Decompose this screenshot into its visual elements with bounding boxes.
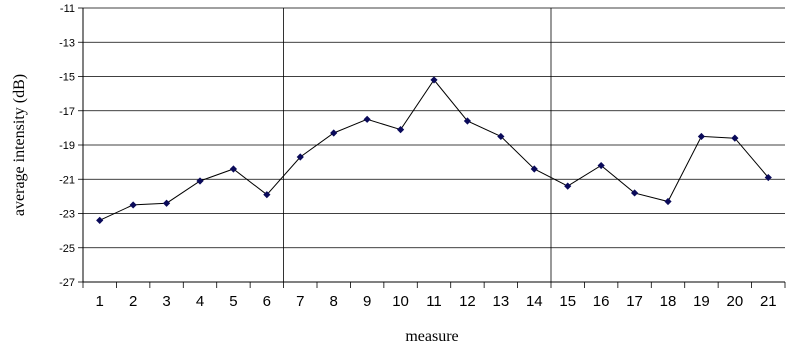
y-tick-label: -15 [59,72,75,84]
data-point [396,125,405,134]
x-tick-label: 9 [363,293,371,310]
y-tick-label: -21 [59,174,75,186]
x-axis-ticks: 1 2 3 4 5 6 7 8 9 10 11 12 13 14 15 16 17 18 19 20 21 [96,293,777,310]
data-point [664,197,672,206]
x-tick-label: 15 [559,293,576,310]
y-tick-label: -19 [59,140,75,152]
x-tick-label: 17 [626,293,643,310]
data-point [597,161,605,170]
data-point [530,165,538,173]
data-point [96,216,104,224]
y-tick-label: -13 [59,37,75,49]
data-point [430,76,438,84]
x-tick-label: 16 [593,293,610,310]
x-tick-label: 13 [493,293,510,310]
y-tick-label: -23 [59,209,75,221]
x-axis-title: measure [405,328,458,345]
data-point [330,129,338,137]
x-tick-label: 8 [330,293,338,310]
data-point [196,177,204,185]
y-tick-label: -25 [59,243,75,255]
x-tick-label: 20 [727,293,744,310]
x-tick-label: 4 [196,293,204,310]
x-tick-label: 6 [263,293,271,310]
x-tick-label: 19 [693,293,710,310]
series [96,76,772,224]
data-point [229,165,238,173]
x-tick-label: 21 [760,293,777,310]
data-point [363,115,371,123]
data-point [764,173,772,182]
data-point [296,153,304,161]
x-tick-label: 1 [96,293,104,310]
y-axis-title: average intensity (dB) [11,74,28,216]
x-tick-label: 5 [229,293,237,310]
y-tick-label: -17 [59,106,75,118]
data-point [263,191,271,199]
x-tick-label: 7 [296,293,304,310]
grid-lines [78,7,786,288]
data-point [630,189,639,197]
x-tick-label: 11 [426,293,442,310]
x-tick-label: 10 [392,293,409,310]
x-tick-label: 12 [459,293,476,310]
y-tick-label: -11 [60,3,75,15]
data-point [731,134,739,142]
data-point [497,132,505,141]
data-point [564,182,572,190]
x-tick-label: 14 [526,293,543,310]
data-point [162,199,171,207]
y-axis-ticks: -11 -13 -15 -17 -19 -21 -23 -25 -27 [59,3,75,289]
data-point [697,132,706,141]
x-tick-label: 2 [129,293,137,310]
y-tick-label: -27 [59,277,75,289]
data-point [463,117,472,125]
data-point [129,201,137,209]
x-tick-label: 18 [660,293,677,310]
x-tick-label: 3 [162,293,170,310]
